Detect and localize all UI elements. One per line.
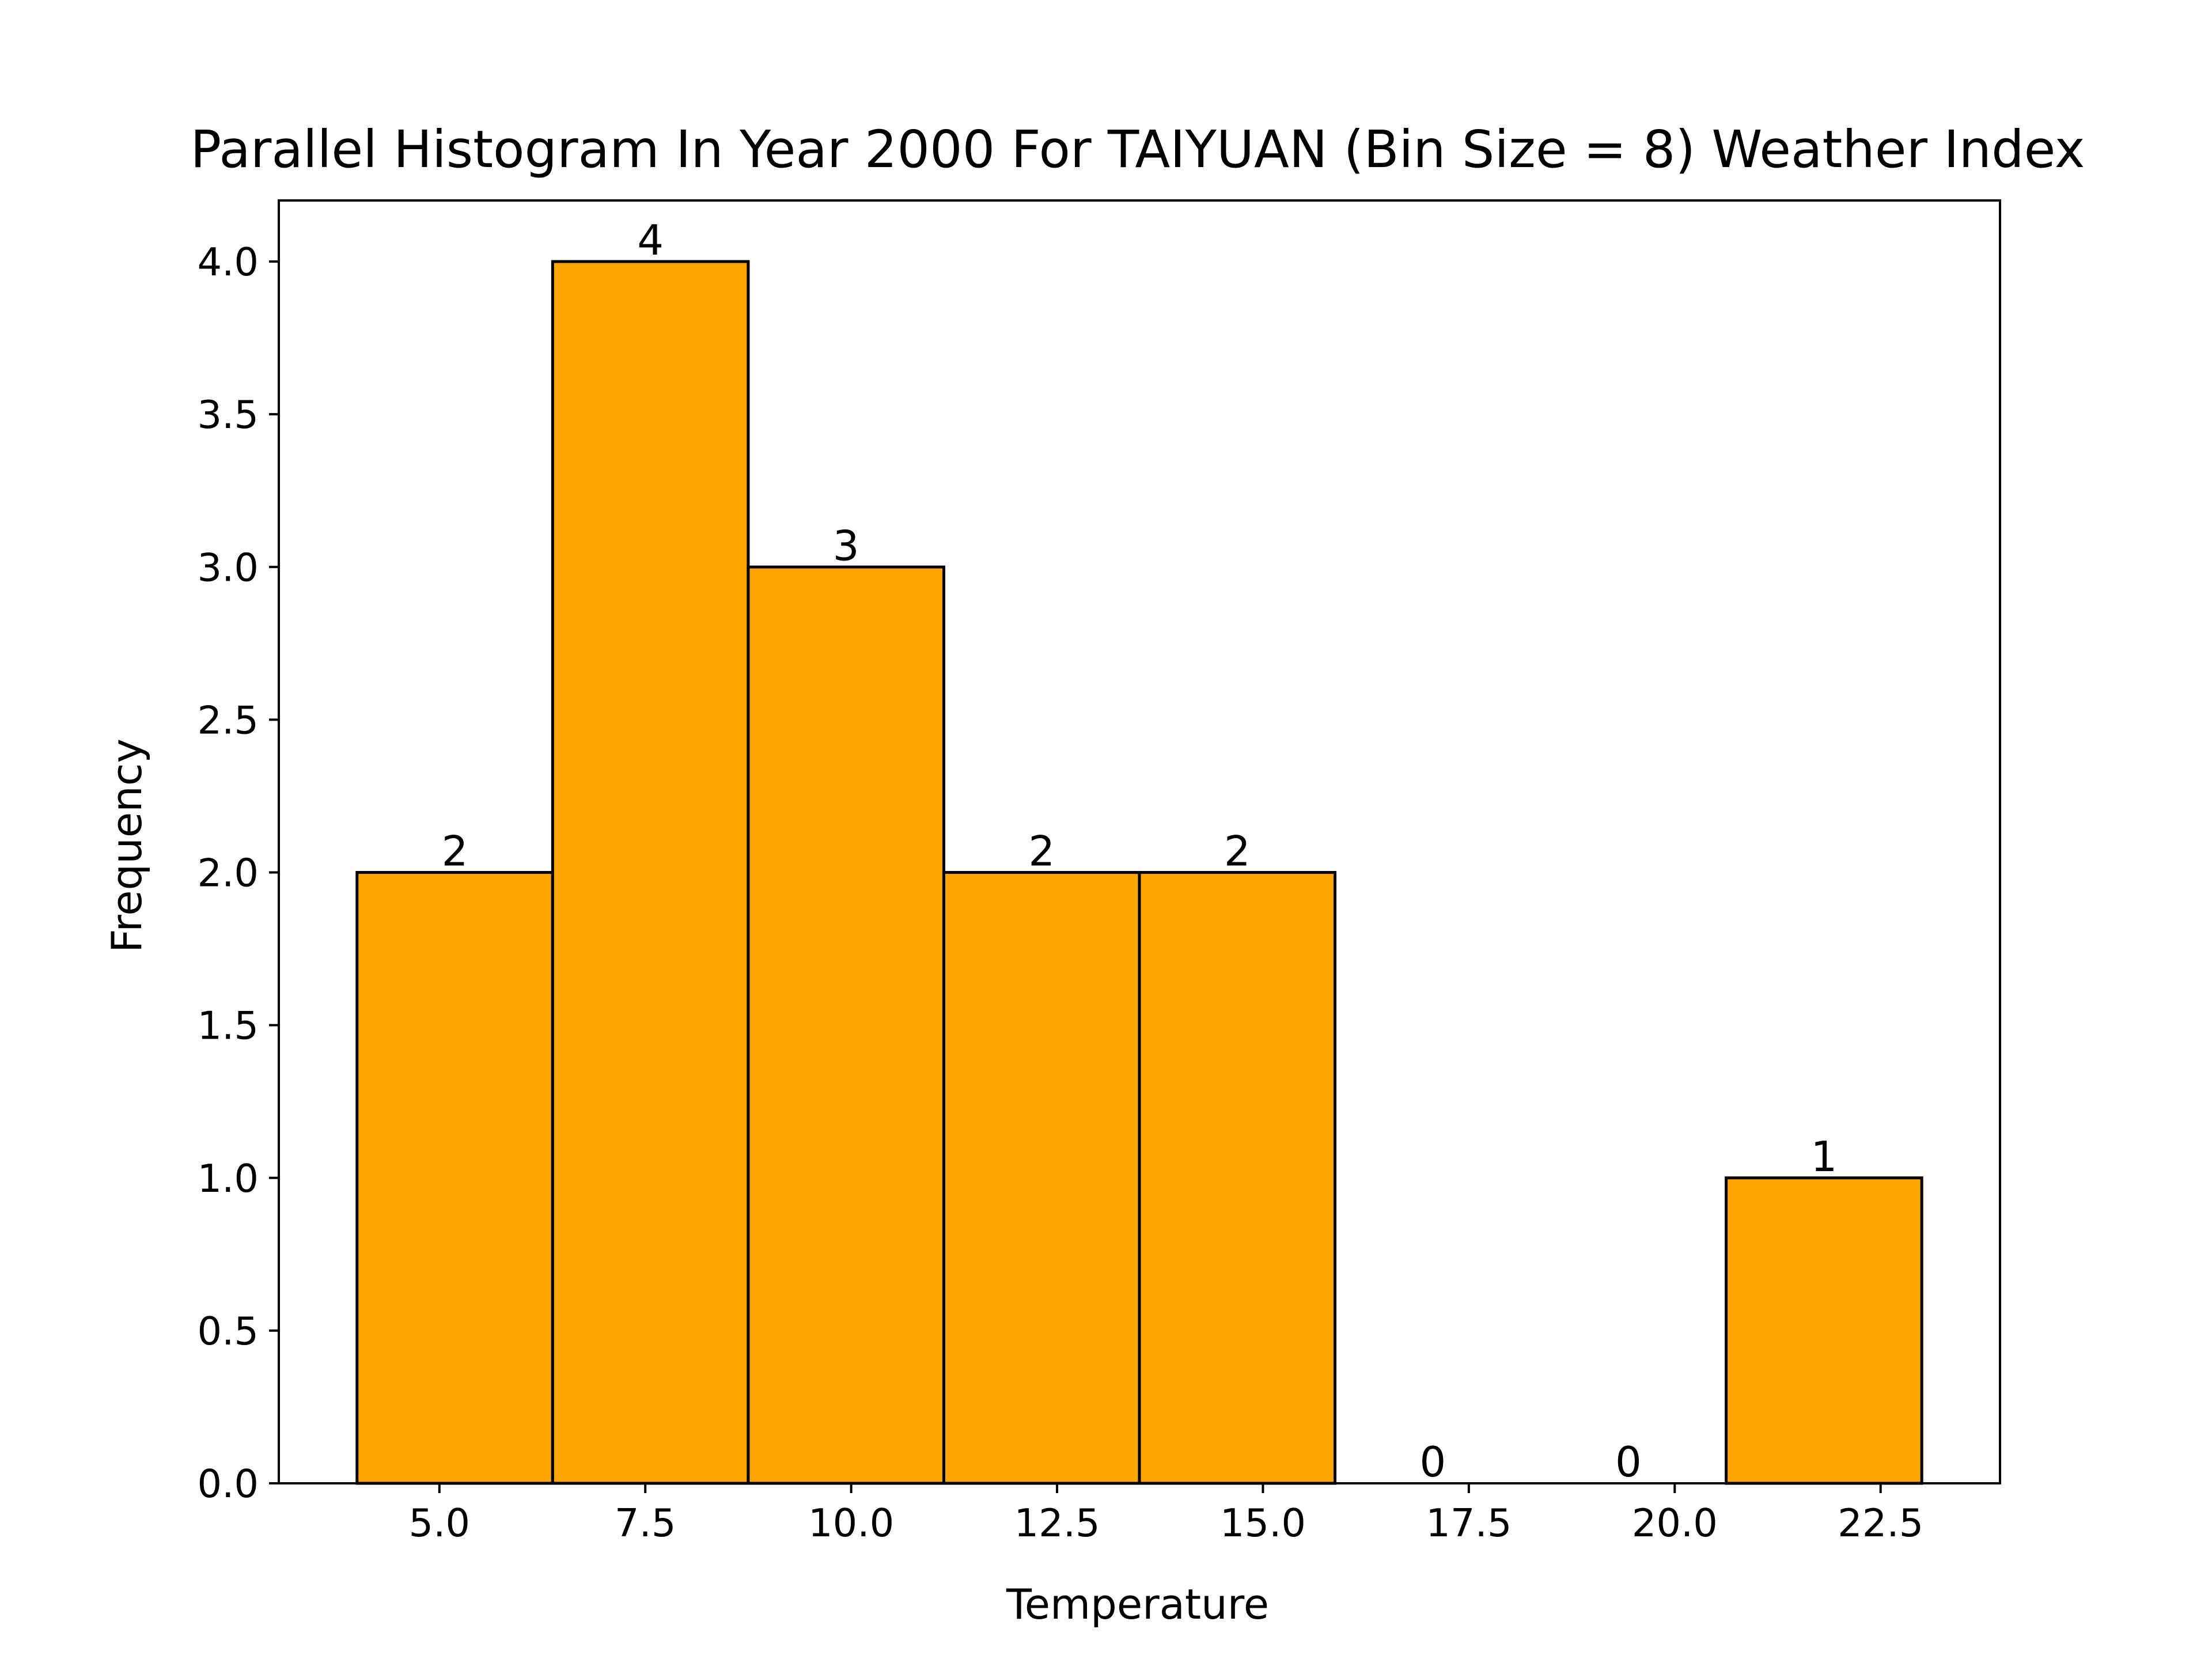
bar-value-label-4: 2 [1028,827,1055,876]
y-axis-label: Frequency [103,738,151,953]
histogram-bar-5 [1138,871,1337,1485]
x-axis-label: Temperature [1006,1580,1269,1628]
bar-value-label-8: 1 [1811,1132,1838,1181]
bar-labels-group: 2 4 3 2 2 0 0 1 [442,216,1838,1486]
chart-title: Parallel Histogram In Year 2000 For TAIY… [191,119,2085,179]
plot-area-frame [278,199,2001,1484]
bars-group [355,260,1923,1485]
x-axis-ticks: 5.0 7.5 10.0 12.5 15.0 17.5 20.0 22.5 [409,1483,1923,1546]
histogram-bar-1 [355,871,554,1485]
y-tick-label-3: 1.0 [197,1156,259,1201]
y-tick-label-5: 2.0 [197,851,259,896]
x-tick-label-1: 5.0 [409,1501,471,1546]
y-tick-label-9: 4.0 [197,240,259,285]
bar-value-label-6: 0 [1419,1438,1446,1486]
bar-value-label-5: 2 [1224,827,1251,876]
bar-value-label-3: 3 [833,521,859,570]
y-tick-label-6: 2.5 [197,698,259,743]
y-tick-label-8: 3.5 [197,392,259,437]
x-tick-label-3: 10.0 [808,1501,894,1546]
histogram-bar-4 [942,871,1141,1485]
bar-value-label-1: 2 [442,827,468,876]
x-tick-label-8: 22.5 [1838,1501,1923,1546]
y-axis-ticks: 0.0 0.5 1.0 1.5 2.0 2.5 3.0 3.5 4.0 [197,240,279,1506]
bar-value-label-2: 4 [637,216,664,264]
y-tick-label-1: 0.0 [197,1461,259,1506]
histogram-bar-2 [551,260,750,1485]
x-tick-label-7: 20.0 [1632,1501,1718,1546]
y-tick-label-4: 1.5 [197,1003,259,1048]
y-tick-label-7: 3.0 [197,545,259,590]
x-tick-label-2: 7.5 [615,1501,676,1546]
x-tick-label-5: 15.0 [1220,1501,1306,1546]
histogram-bar-8 [1725,1176,1923,1485]
bar-value-label-7: 0 [1615,1438,1642,1486]
x-tick-label-6: 17.5 [1426,1501,1512,1546]
y-tick-label-2: 0.5 [197,1309,259,1354]
histogram-bar-3 [747,565,945,1485]
x-tick-label-4: 12.5 [1014,1501,1100,1546]
